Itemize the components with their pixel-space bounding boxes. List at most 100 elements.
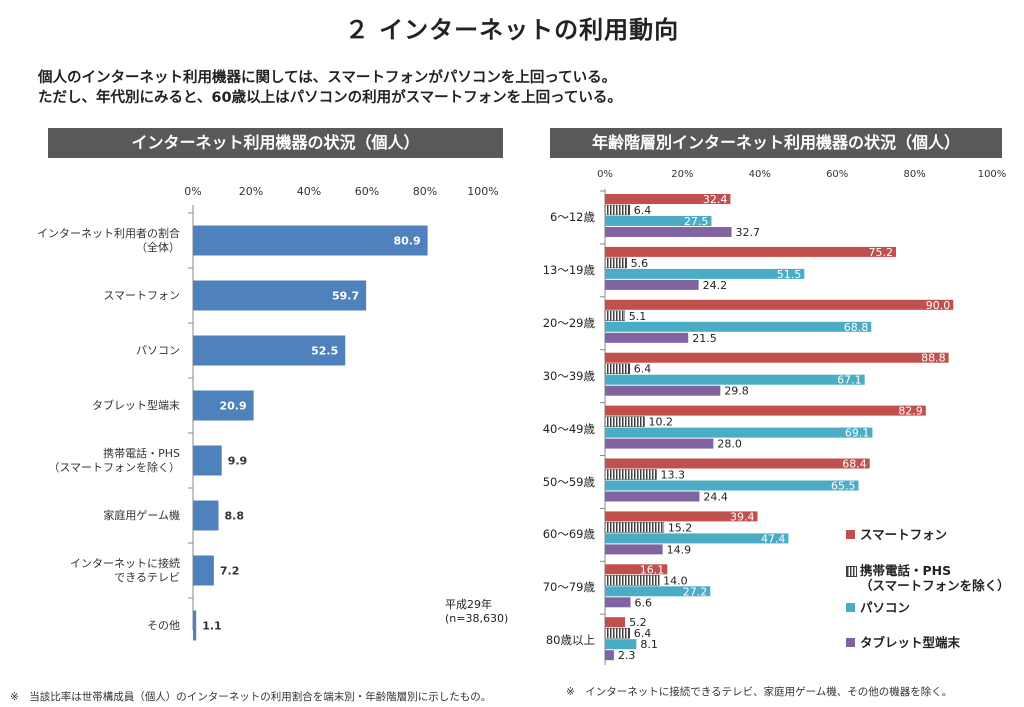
bar-value-label: 29.8 — [724, 385, 749, 398]
bar — [605, 597, 631, 608]
bar — [604, 627, 631, 639]
bar-value-label: 5.6 — [631, 257, 649, 270]
bar — [605, 511, 758, 522]
bar — [605, 268, 805, 279]
bar — [605, 321, 872, 332]
bar-value-label: 75.2 — [869, 246, 894, 259]
bar-value-label: 51.5 — [777, 268, 802, 281]
bar — [605, 617, 626, 628]
bar — [605, 352, 949, 363]
x-tick-label: 80% — [903, 169, 926, 180]
bar-value-label: 69.1 — [845, 427, 870, 440]
x-tick-label: 40% — [296, 185, 322, 198]
category-label: インターネットに接続 できるテレビ — [70, 556, 180, 584]
left-chart-title: インターネット利用機器の状況（個人） — [48, 128, 503, 158]
bar — [605, 544, 663, 555]
x-tick-label: 40% — [748, 169, 771, 180]
category-label: 家庭用ゲーム機 — [103, 508, 180, 522]
bar — [193, 555, 214, 586]
bar — [605, 491, 700, 502]
page-title: ２ インターネットの利用動向 — [344, 16, 680, 44]
bar-value-label: 47.4 — [761, 532, 786, 545]
bar — [604, 363, 631, 374]
legend-label: スマートフォン — [860, 527, 948, 542]
bar-value-label: 82.9 — [898, 405, 923, 418]
bar — [605, 405, 926, 416]
bar — [605, 480, 859, 491]
bar — [193, 500, 219, 531]
device-usage-chart: 80.9 59.7 52.5 20.9 9.9 8.8 7.2 1.1 0% 20% 40% 60% 8… — [0, 165, 520, 645]
bar-value-label: 6.4 — [634, 204, 652, 217]
age-group-label: 13～19歳 — [542, 262, 595, 277]
age-group-label: 30～39歳 — [542, 368, 595, 383]
legend-swatch — [846, 638, 855, 647]
age-group-label: 60～69歳 — [542, 527, 595, 542]
bar-value-label: 80.9 — [393, 235, 420, 248]
x-tick-label: 20% — [238, 185, 264, 198]
legend-label: 携帯電話・PHS （スマートフォンを除く） — [860, 563, 1010, 593]
bar-value-label: 28.0 — [717, 438, 742, 451]
bar — [193, 610, 197, 641]
bar — [605, 299, 954, 310]
bar — [604, 310, 625, 322]
bar — [605, 216, 712, 226]
bar-value-label: 8.1 — [640, 638, 658, 651]
bar-value-label: 15.2 — [668, 521, 693, 534]
bar — [605, 227, 732, 237]
bar-value-label: 21.5 — [692, 332, 717, 345]
bar — [605, 533, 789, 544]
bar-value-label: 90.0 — [926, 299, 951, 312]
bar-value-label: 67.1 — [837, 374, 862, 387]
survey-annotation: 平成29年 (n=38,630) — [445, 598, 509, 625]
bar-value-label: 39.4 — [730, 510, 755, 523]
x-tick-label: 0% — [184, 185, 202, 198]
bar-value-label: 24.4 — [703, 491, 728, 504]
category-label: スマートフォン — [103, 288, 180, 302]
x-tick-label: 100% — [467, 185, 499, 198]
bar-value-label: 88.8 — [921, 352, 946, 365]
bar-value-label: 27.5 — [684, 215, 709, 228]
x-tick-label: 0% — [597, 169, 613, 180]
bar — [193, 280, 367, 311]
legend-swatch — [846, 530, 855, 539]
bar-value-label: 59.7 — [332, 290, 359, 303]
x-tick-label: 80% — [412, 185, 438, 198]
bar-value-label: 5.2 — [629, 616, 647, 629]
bar — [605, 458, 870, 469]
bar — [193, 445, 222, 476]
bar-value-label: 24.2 — [703, 279, 728, 292]
bar-value-label: 7.2 — [220, 565, 240, 578]
bar — [604, 416, 645, 427]
bar-value-label: 6.4 — [634, 363, 652, 376]
bar — [193, 225, 428, 256]
bar — [193, 335, 346, 366]
x-tick-label: 60% — [826, 169, 849, 180]
bar — [605, 438, 714, 449]
bar — [605, 586, 711, 597]
bar — [605, 374, 865, 385]
x-tick-label: 100% — [977, 169, 1007, 180]
age-group-label: 80歳以上 — [545, 633, 595, 648]
left-chart-svg: 80.9 59.7 52.5 20.9 9.9 8.8 7.2 1.1 — [188, 205, 428, 641]
x-tick-label: 20% — [671, 169, 694, 180]
bar — [605, 427, 873, 438]
category-label: その他 — [147, 618, 180, 632]
age-group-label: 40～49歳 — [542, 421, 595, 436]
age-group-label: 20～29歳 — [542, 315, 595, 330]
bar — [604, 469, 657, 480]
age-group-label: 70～79歳 — [542, 580, 595, 595]
age-group-label: 6～12歳 — [550, 210, 595, 224]
x-tick-label: 60% — [354, 185, 380, 198]
left-footnote: ※ 当該比率は世帯構成員（個人）のインターネットの利用割合を端末別・年齢階層別に… — [10, 691, 492, 703]
bar-value-label: 6.4 — [634, 627, 652, 640]
category-label: インターネット利用者の割合 （全体） — [37, 226, 180, 254]
bar-value-label: 14.0 — [663, 574, 688, 587]
legend-swatch — [846, 603, 855, 612]
bar — [605, 650, 614, 661]
right-chart-title: 年齢階層別インターネット利用機器の状況（個人） — [550, 128, 1002, 158]
bar-value-label: 65.5 — [831, 480, 856, 493]
bar — [604, 257, 627, 269]
right-chart-svg: 32.4 6.4 27.5 32.7 75.2 5.6 51.5 24.2 90.0 5.1 68.… — [600, 189, 954, 665]
bar — [605, 279, 699, 290]
intro-line-1: 個人のインターネット利用機器に関しては、スマートフォンがパソコンを上回っている。 — [38, 70, 617, 86]
